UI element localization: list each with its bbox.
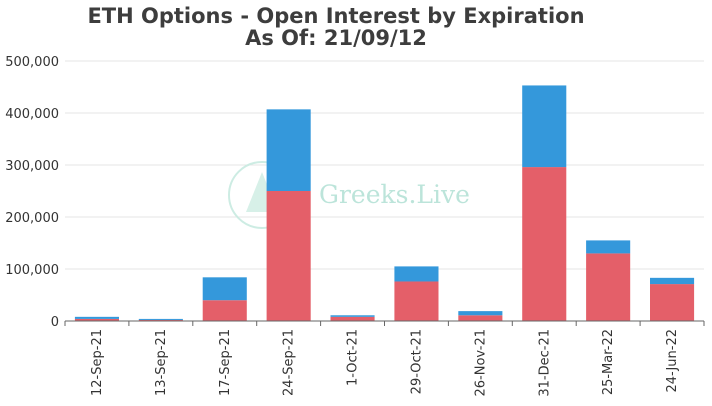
bar-segment-upper: [650, 277, 695, 285]
x-tick-label: 31-Dec-21: [537, 329, 552, 397]
bar-segment-upper: [138, 318, 183, 320]
bar-segment-upper: [522, 85, 567, 168]
bar-segment-lower: [586, 253, 631, 321]
x-tick-label: 26-Nov-21: [473, 329, 488, 397]
bar-segment-lower: [202, 300, 247, 321]
bar-segment-lower: [650, 284, 695, 321]
x-tick-label: 17-Sep-21: [218, 329, 233, 396]
x-tick-label: 24-Sep-21: [282, 329, 297, 396]
y-axis-ticks: 0 100,000 200,000 300,000 400,000 500,000: [5, 55, 59, 330]
x-tick-label: 1-Oct-21: [346, 329, 361, 386]
x-axis-ticks: 12-Sep-21 13-Sep-21 17-Sep-21 24-Sep-21 1-Oc…: [64, 321, 705, 397]
watermark-text: Greeks.Live: [319, 180, 470, 209]
bar-segment-upper: [74, 316, 119, 319]
bar-segment-upper: [586, 240, 631, 254]
y-tick-label: 400,000: [5, 107, 59, 122]
x-tick-label: 13-Sep-21: [154, 329, 169, 396]
x-tick-label: 29-Oct-21: [409, 329, 424, 394]
chart-title: ETH Options - Open Interest by Expiratio…: [87, 4, 584, 28]
y-tick-label: 300,000: [5, 159, 59, 174]
bar-segment-lower: [330, 316, 375, 321]
bar-segment-lower: [394, 281, 439, 321]
bar-segment-upper: [458, 311, 503, 316]
bar-segment-lower: [138, 319, 183, 321]
gridlines: [65, 60, 704, 270]
greeks-live-watermark: Greeks.Live: [228, 161, 470, 229]
bar-segment-lower: [522, 167, 567, 321]
chart-subtitle: As Of: 21/09/12: [245, 26, 427, 50]
bar-segment-lower: [458, 315, 503, 321]
bars: [74, 85, 695, 321]
bar-segment-lower: [74, 318, 119, 321]
bar-segment-upper: [330, 315, 375, 317]
y-tick-label: 0: [51, 315, 59, 330]
x-tick-label: 24-Jun-22: [665, 329, 680, 393]
x-tick-label: 25-Mar-22: [601, 329, 616, 395]
y-tick-label: 200,000: [5, 211, 59, 226]
bar-segment-upper: [394, 266, 439, 282]
bar-segment-lower: [266, 191, 311, 321]
bar-segment-upper: [202, 277, 247, 301]
y-tick-label: 500,000: [5, 55, 59, 70]
bar-segment-upper: [266, 109, 311, 191]
y-tick-label: 100,000: [5, 263, 59, 278]
x-tick-label: 12-Sep-21: [90, 329, 105, 396]
